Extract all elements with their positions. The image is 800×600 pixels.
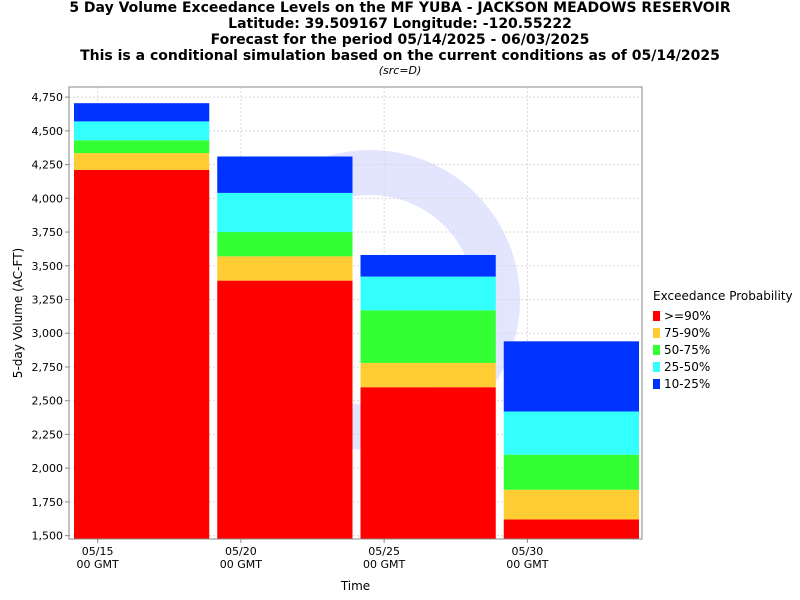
bar-segment [217,256,353,281]
legend-item: 50-75% [653,341,793,358]
legend-item: >=90% [653,307,793,324]
bar-segment [503,489,639,520]
legend-item: 10-25% [653,375,793,392]
legend-swatch [653,310,660,321]
bar-segment [217,280,353,539]
x-tick-time-label: 00 GMT [220,558,263,571]
y-tick-label: 4,750 [32,91,64,104]
bar-segment [360,276,496,311]
legend-swatch [653,344,660,355]
y-tick-label: 1,500 [32,530,64,543]
y-tick-label: 2,000 [32,462,64,475]
legend-title: Exceedance Probability [653,289,793,303]
y-tick-label: 4,500 [32,125,64,138]
x-tick-time-label: 00 GMT [506,558,549,571]
bar-segment [217,156,353,193]
chart-subtitle-period: Forecast for the period 05/14/2025 - 06/… [210,32,590,48]
y-tick-label: 4,000 [32,192,64,205]
x-tick-label: 05/20 [225,545,257,558]
bar-segment [74,140,210,154]
legend-item: 25-50% [653,358,793,375]
legend-swatch [653,378,660,389]
bar-segment [360,254,496,277]
legend-item: 75-90% [653,324,793,341]
bar-segment [503,454,639,490]
chart-title: 5 Day Volume Exceedance Levels on the MF… [69,0,731,16]
chart-subtitle-conditions: This is a conditional simulation based o… [80,48,720,64]
x-tick-label: 05/15 [82,545,114,558]
bar-segment [74,121,210,141]
bar-segment [360,310,496,363]
legend-label: 25-50% [664,359,711,374]
y-tick-label: 3,750 [32,226,64,239]
chart-source-note: (src=D) [378,64,422,77]
y-tick-label: 2,500 [32,395,64,408]
bar-segment [503,519,639,539]
legend-swatch [653,327,660,338]
y-tick-label: 1,750 [32,496,64,509]
x-axis-label: Time [340,579,370,593]
y-tick-label: 2,750 [32,361,64,374]
x-tick-time-label: 00 GMT [363,558,406,571]
bar-segment [360,362,496,388]
bar-segment [503,341,639,412]
bar-segment [74,169,210,539]
bar-segment [217,192,353,233]
legend-swatch [653,361,660,372]
legend-items: >=90% 75-90% 50-75% 25-50% 10-25% [653,307,793,392]
y-tick-label: 2,250 [32,428,64,441]
bar-segment [360,387,496,539]
x-tick-label: 05/25 [368,545,400,558]
legend: Exceedance Probability >=90% 75-90% 50-75%… [653,289,793,392]
legend-label: 75-90% [664,325,711,340]
y-tick-label: 4,250 [32,159,64,172]
y-tick-label: 3,500 [32,260,64,273]
chart-subtitle-location: Latitude: 39.509167 Longitude: -120.5522… [228,16,572,32]
bar-stacks [74,103,639,539]
bar-segment [503,411,639,455]
bar-segment [74,153,210,170]
x-tick-label: 05/30 [512,545,544,558]
y-tick-label: 3,250 [32,294,64,307]
y-axis: 1,500 1,750 2,000 2,250 2,500 2,750 3,000 3,250… [32,91,69,543]
plot-border [68,86,643,540]
legend-label: >=90% [664,308,711,323]
y-tick-label: 3,000 [32,327,64,340]
legend-label: 10-25% [664,376,711,391]
x-tick-time-label: 00 GMT [77,558,120,571]
bar-segment [217,232,353,257]
y-axis-label: 5-day Volume (AC-FT) [11,248,25,378]
legend-label: 50-75% [664,342,711,357]
chart-titles: 5 Day Volume Exceedance Levels on the MF… [0,0,800,78]
bar-segment [74,103,210,122]
